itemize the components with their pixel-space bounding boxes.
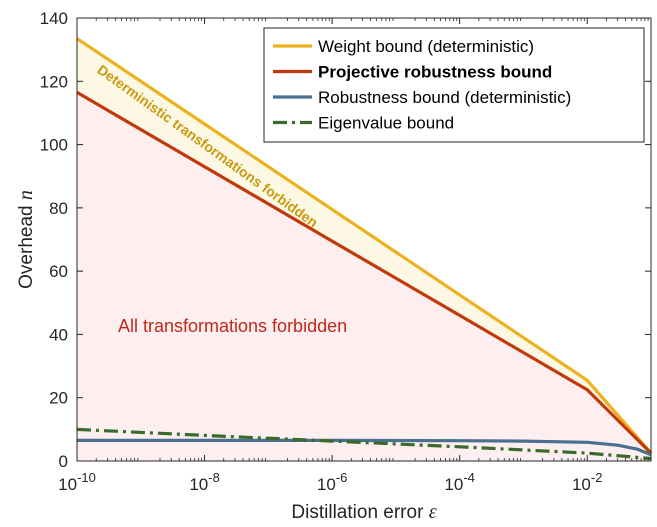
series-line-1 bbox=[76, 37, 653, 455]
legend-box bbox=[263, 27, 645, 143]
series-line-3 bbox=[77, 438, 652, 457]
y-axis-ticks: 0 20 40 60 80 100 120 140 bbox=[40, 9, 651, 471]
y-tick-label: 140 bbox=[40, 9, 68, 28]
legend-label-4: Eigenvalue bound bbox=[318, 114, 454, 133]
y-tick-label: 40 bbox=[49, 325, 68, 344]
y-tick-label: 100 bbox=[40, 136, 68, 155]
region-1 bbox=[77, 38, 651, 454]
legend-label-1: Weight bound (deterministic) bbox=[318, 37, 534, 56]
series-lines bbox=[76, 37, 653, 461]
x-axis-ticks: 10-10 10-8 10-6 10-4 10-2 bbox=[58, 18, 649, 494]
legend-label-2: Projective robustness bound bbox=[318, 63, 552, 82]
legend-label-3: Robustness bound (deterministic) bbox=[318, 88, 571, 107]
y-axis-label: Overhead n bbox=[15, 190, 37, 289]
y-tick-label: 20 bbox=[49, 389, 68, 408]
y-tick-label: 60 bbox=[49, 262, 68, 281]
x-tick-label: 10-8 bbox=[189, 470, 219, 494]
x-tick-label: 10-6 bbox=[317, 470, 347, 494]
annotation-all-forbidden: All transformations forbidden bbox=[118, 316, 347, 336]
y-tick-label: 120 bbox=[40, 72, 68, 91]
x-tick-label: 10-4 bbox=[444, 470, 474, 494]
y-axis-symbol: n bbox=[15, 190, 37, 200]
legend: Weight bound (deterministic) Projective r… bbox=[263, 27, 645, 143]
plot-frame bbox=[76, 17, 652, 462]
series-line-2 bbox=[76, 91, 653, 455]
shaded-regions bbox=[77, 38, 651, 461]
x-axis-label: Distillation error ε bbox=[291, 501, 436, 523]
region-2 bbox=[77, 92, 651, 461]
x-tick-label: 10-10 bbox=[58, 470, 96, 494]
x-axis-symbol: ε bbox=[429, 501, 437, 523]
series-line-4 bbox=[76, 427, 652, 461]
y-tick-label: 0 bbox=[59, 452, 68, 471]
x-tick-label: 10-2 bbox=[572, 470, 602, 494]
y-tick-label: 80 bbox=[49, 199, 68, 218]
